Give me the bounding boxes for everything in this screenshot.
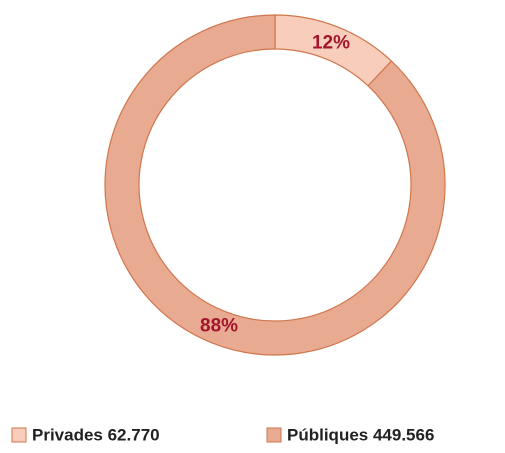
value-label: 12% [312,33,350,54]
legend-swatch [11,427,27,443]
value-label: 88% [200,315,238,336]
legend-swatch [266,427,282,443]
legend-label: Privades 62.770 [32,425,160,444]
donut-slice [104,14,446,356]
legend-label: Públiques 449.566 [287,425,434,444]
